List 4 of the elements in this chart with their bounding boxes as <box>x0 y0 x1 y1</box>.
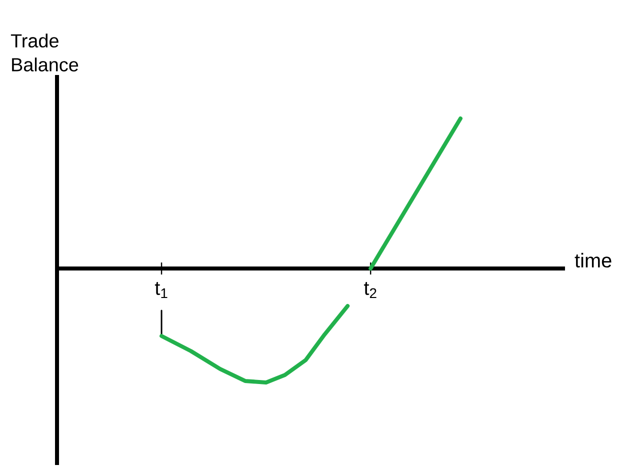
x-tick-label: t$_{1}$ <box>154 282 168 298</box>
y-axis-title: Trade Balance <box>10 34 78 72</box>
x-axis-title: time <box>574 252 612 268</box>
x-tick-label: t$_{2}$ <box>364 282 376 298</box>
